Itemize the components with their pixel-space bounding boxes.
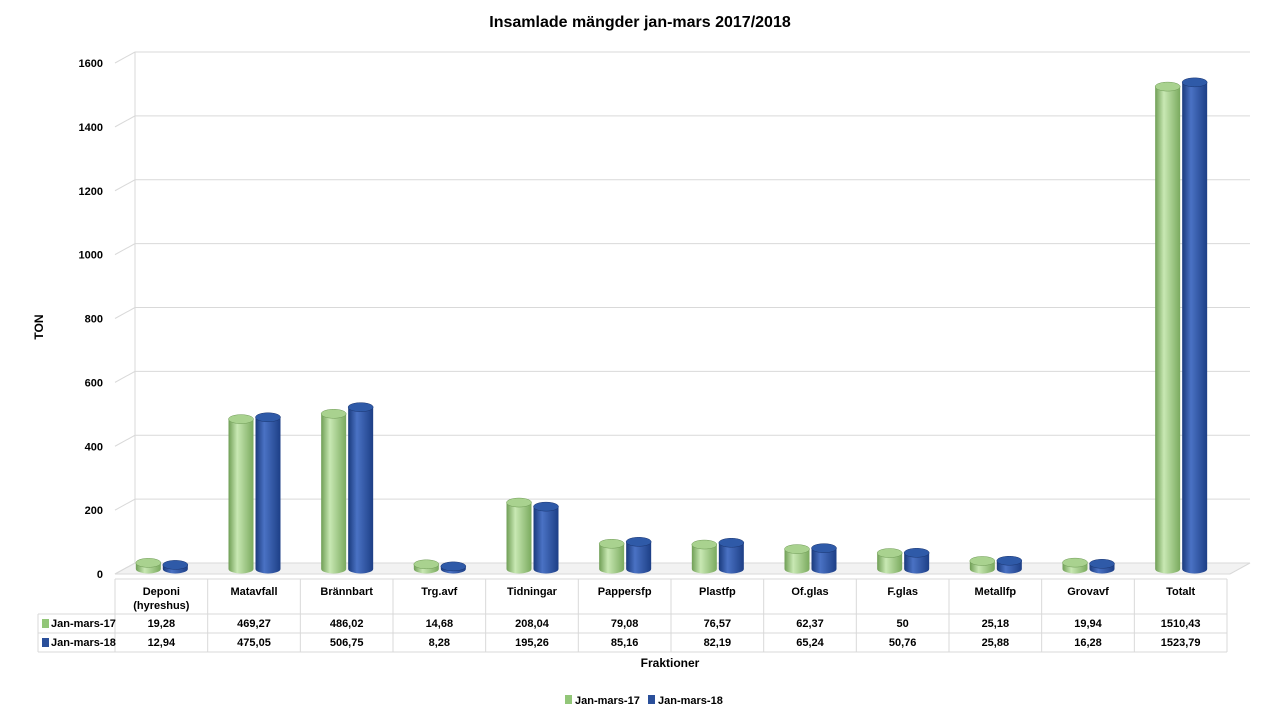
bars [135,77,1208,574]
category-label: Tidningar [507,586,558,598]
table-series-swatch [42,619,49,628]
bar-jan-mars-18-7 [811,543,837,574]
table-cell: 50 [897,618,909,630]
table-cell: 14,68 [426,618,454,630]
table-cell: 12,94 [148,637,176,649]
data-table: Deponi (hyreshus) Matavfall Brännbart Trg.av… [37,578,1228,653]
y-tick-label: 200 [85,505,103,517]
table-cell: 76,57 [704,618,732,630]
category-label: Totalt [1166,586,1195,598]
table-cell: 469,27 [237,618,271,630]
table-cell: 16,28 [1074,637,1102,649]
category-label: Grovavf [1067,586,1109,598]
bar-jan-mars-17-4 [506,497,532,574]
chart-title: Insamlade mängder jan-mars 2017/2018 [489,14,791,31]
y-tick-label: 1000 [79,250,103,262]
legend-label: Jan-mars-18 [658,695,723,707]
table-cell: 208,04 [515,618,550,630]
bar-jan-mars-17-1 [228,414,254,574]
table-cell: 8,28 [429,637,450,649]
bar-jan-mars-17-5 [598,538,625,574]
bar-jan-mars-17-6 [691,539,718,574]
category-label: Trg.avf [421,586,457,598]
bar-jan-mars-18-5 [625,537,652,574]
table-cell: 475,05 [237,637,271,649]
bar-jan-mars-17-8 [876,548,903,574]
table-cell: 65,24 [796,637,824,649]
y-tick-label: 600 [85,377,103,389]
bar-jan-mars-18-4 [533,501,559,574]
bar-jan-mars-18-6 [718,538,745,574]
category-label: F.glas [887,586,918,598]
category-label: Deponi (hyreshus) [133,586,190,612]
table-cell: 19,28 [148,618,176,630]
table-cell: 1523,79 [1161,637,1201,649]
table-cell: 486,02 [330,618,364,630]
bar-jan-mars-17-11 [1154,81,1181,574]
y-tick-label: 800 [85,314,103,326]
table-cell: 62,37 [796,618,824,630]
y-tick-label: 1200 [79,186,103,198]
bar-jan-mars-18-3 [440,561,467,574]
x-axis-label: Fraktioner [641,656,700,670]
table-series-name: Jan-mars-17 [51,618,116,630]
table-cell: 79,08 [611,618,639,630]
category-label: Metallfp [975,586,1017,598]
table-cell: 82,19 [704,637,732,649]
bar-jan-mars-18-2 [347,402,374,574]
y-tick-label: 1400 [79,122,103,134]
y-tick-label: 1600 [79,58,103,70]
y-tick-label: 0 [97,569,103,581]
bar-jan-mars-17-9 [969,556,996,574]
bar-jan-mars-18-1 [255,412,281,574]
bar-jan-mars-18-8 [903,548,930,574]
category-label: Plastfp [699,586,736,598]
bar-jan-mars-17-3 [413,559,440,574]
gridlines [114,51,1250,511]
y-axis-ticks: 0 200 400 600 800 1000 1200 1400 1600 [79,58,103,581]
category-label: Of.glas [791,586,828,598]
y-axis-label: TON [32,314,46,339]
bar-jan-mars-18-10 [1089,559,1115,574]
table-series-name: Jan-mars-18 [51,637,116,649]
bar-jan-mars-17-7 [784,544,810,574]
legend-swatch [648,695,655,704]
table-cell: 25,88 [982,637,1010,649]
category-label: Brännbart [320,586,373,598]
category-label: Pappersfp [598,586,652,598]
table-cell: 195,26 [515,637,549,649]
bar-jan-mars-18-9 [996,555,1023,574]
bar-jan-mars-17-0 [135,558,162,574]
bar-jan-mars-18-0 [162,560,189,574]
table-cell: 50,76 [889,637,917,649]
table-series-swatch [42,638,49,647]
category-label: Matavfall [230,586,277,598]
legend-label: Jan-mars-17 [575,695,640,707]
table-cell: 85,16 [611,637,639,649]
table-cell: 1510,43 [1161,618,1201,630]
table-cell: 25,18 [982,618,1010,630]
y-tick-label: 400 [85,441,103,453]
table-cell: 506,75 [330,637,364,649]
bar-jan-mars-17-2 [320,409,347,574]
table-cell: 19,94 [1074,618,1102,630]
legend-swatch [565,695,572,704]
bar-jan-mars-17-10 [1062,557,1088,574]
bar-jan-mars-18-11 [1181,77,1208,574]
legend: Jan-mars-17 Jan-mars-18 [565,695,723,707]
